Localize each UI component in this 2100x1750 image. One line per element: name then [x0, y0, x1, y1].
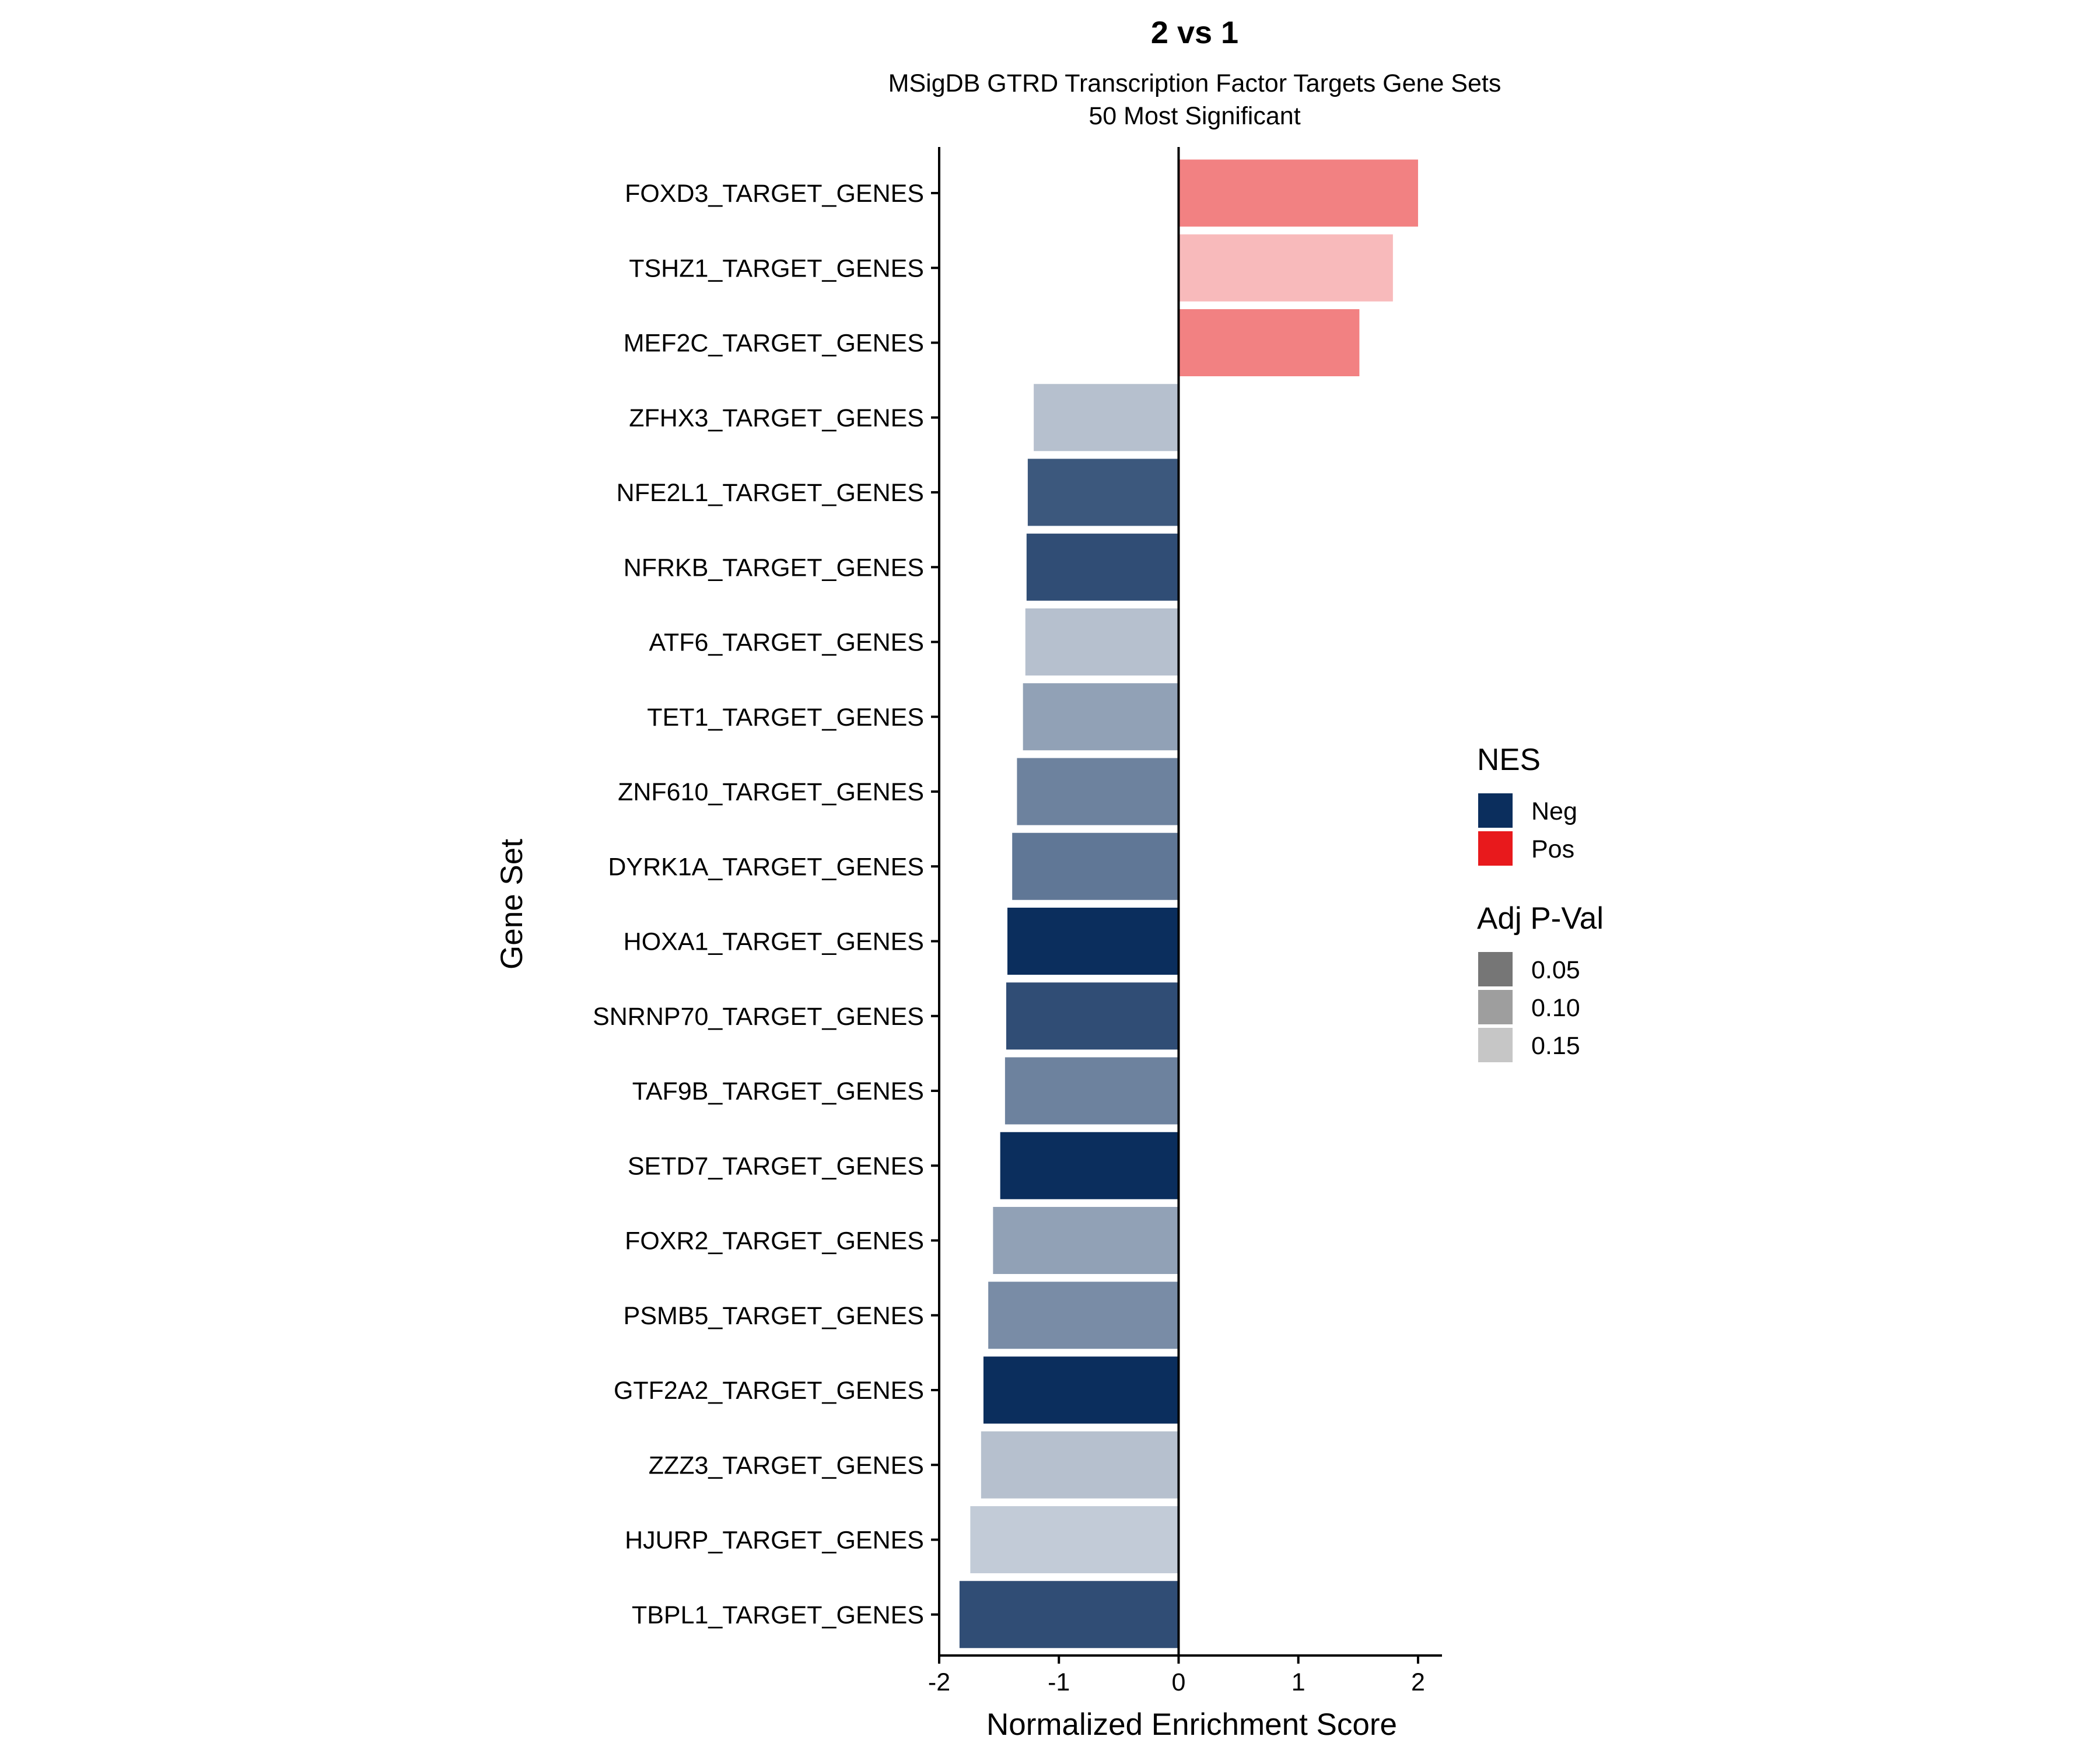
bar-hoxa1-target-genes [1007, 908, 1179, 975]
x-tick-label: -2 [928, 1668, 950, 1696]
y-tick-label: FOXR2_TARGET_GENES [625, 1227, 924, 1255]
legend-pval-015-swatch [1478, 1028, 1513, 1062]
bar-tshz1-target-genes [1178, 234, 1393, 302]
legend-nes-title: NES [1477, 743, 1541, 777]
bar-zzz3-target-genes [981, 1431, 1179, 1499]
y-tick-label: HJURP_TARGET_GENES [625, 1527, 924, 1555]
x-tick-label: 2 [1411, 1668, 1425, 1696]
legend-neg-swatch [1478, 793, 1513, 828]
bar-setd7-target-genes [1000, 1132, 1179, 1199]
y-tick-label: NFRKB_TARGET_GENES [624, 554, 924, 582]
bar-dyrk1a-target-genes [1012, 832, 1179, 900]
bar-psmb5-target-genes [988, 1282, 1179, 1349]
bar-gtf2a2-target-genes [983, 1356, 1179, 1424]
bar-tbpl1-target-genes [959, 1581, 1179, 1648]
y-tick-label: ZNF610_TARGET_GENES [618, 778, 924, 806]
legend-pval-015-label: 0.15 [1531, 1032, 1580, 1060]
bar-snrnp70-target-genes [1006, 982, 1179, 1050]
bar-mef2c-target-genes [1178, 309, 1360, 376]
y-axis-title: Gene Set [495, 839, 529, 970]
bar-foxd3-target-genes [1178, 159, 1418, 227]
legend-pval-005-swatch [1478, 952, 1513, 986]
bars-group [959, 159, 1418, 1648]
bar-nfe2l1-target-genes [1027, 459, 1179, 526]
y-tick-label: TET1_TARGET_GENES [647, 704, 924, 732]
bar-taf9b-target-genes [1005, 1057, 1179, 1125]
bar-tet1-target-genes [1023, 683, 1179, 751]
bar-zfhx3-target-genes [1034, 384, 1179, 452]
y-tick-label: SETD7_TARGET_GENES [628, 1152, 924, 1180]
bar-znf610-target-genes [1017, 758, 1179, 825]
bar-hjurp-target-genes [970, 1506, 1179, 1573]
y-tick-label: FOXD3_TARGET_GENES [625, 180, 924, 208]
chart-subtitle-line-1: MSigDB GTRD Transcription Factor Targets… [888, 69, 1502, 97]
legend-pval-005-label: 0.05 [1531, 956, 1580, 984]
y-tick-label: TBPL1_TARGET_GENES [632, 1601, 924, 1629]
y-tick-label: PSMB5_TARGET_GENES [624, 1302, 924, 1330]
y-tick-label: ZFHX3_TARGET_GENES [629, 404, 924, 432]
y-tick-label: NFE2L1_TARGET_GENES [617, 479, 924, 507]
x-tick-label: -1 [1048, 1668, 1070, 1696]
legend-pval-title: Adj P-Val [1477, 901, 1604, 936]
y-tick-label: ZZZ3_TARGET_GENES [649, 1451, 924, 1479]
chart-subtitle-line-2: 50 Most Significant [1088, 102, 1300, 130]
y-tick-label: HOXA1_TARGET_GENES [624, 928, 924, 956]
legend-pos-label: Pos [1531, 835, 1574, 863]
legend: NES Neg Pos Adj P-Val 0.05 0.10 0.15 [1477, 743, 1604, 1062]
legend-pval-010-swatch [1478, 990, 1513, 1024]
y-tick-label: ATF6_TARGET_GENES [649, 629, 924, 657]
y-tick-label: MEF2C_TARGET_GENES [624, 330, 924, 358]
x-axis-ticks: -2 -1 0 1 2 [928, 1656, 1425, 1696]
bar-atf6-target-genes [1025, 608, 1179, 676]
x-axis-title: Normalized Enrichment Score [986, 1707, 1397, 1742]
legend-pval-010-label: 0.10 [1531, 994, 1580, 1022]
y-tick-label: SNRNP70_TARGET_GENES [593, 1003, 924, 1031]
chart-title: 2 vs 1 [1151, 15, 1238, 50]
bar-nfrkb-target-genes [1026, 533, 1179, 601]
x-tick-label: 1 [1292, 1668, 1306, 1696]
y-tick-label: DYRK1A_TARGET_GENES [608, 853, 924, 881]
x-tick-label: 0 [1172, 1668, 1186, 1696]
y-tick-label: TSHZ1_TARGET_GENES [629, 254, 924, 282]
bar-foxr2-target-genes [993, 1207, 1179, 1274]
legend-pos-swatch [1478, 831, 1513, 866]
y-tick-label: TAF9B_TARGET_GENES [632, 1077, 924, 1105]
y-tick-label: GTF2A2_TARGET_GENES [614, 1377, 924, 1405]
y-axis-ticks: FOXD3_TARGET_GENES TSHZ1_TARGET_GENES MEF2… [593, 180, 939, 1629]
legend-neg-label: Neg [1531, 797, 1577, 825]
